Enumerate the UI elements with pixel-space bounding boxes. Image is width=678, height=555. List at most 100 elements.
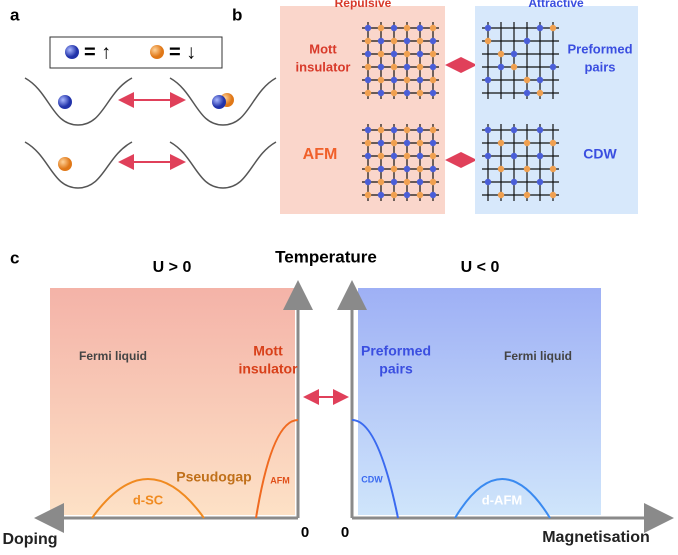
site xyxy=(537,77,543,83)
legend-entry: = ↓ xyxy=(169,41,196,63)
site xyxy=(511,51,517,57)
site xyxy=(404,25,410,31)
site xyxy=(417,51,423,57)
site xyxy=(498,64,504,70)
site xyxy=(537,25,543,31)
origin: 0 xyxy=(341,524,349,541)
site xyxy=(391,153,397,159)
site xyxy=(498,140,504,146)
site xyxy=(550,140,556,146)
site xyxy=(430,179,436,185)
site xyxy=(430,127,436,133)
site xyxy=(365,127,371,133)
site xyxy=(378,77,384,83)
site xyxy=(404,77,410,83)
site xyxy=(485,25,491,31)
site xyxy=(378,51,384,57)
site xyxy=(391,166,397,172)
site xyxy=(404,127,410,133)
site xyxy=(404,192,410,198)
site xyxy=(430,166,436,172)
site xyxy=(417,140,423,146)
site xyxy=(417,90,423,96)
magnetisation-label: Magnetisation xyxy=(542,529,650,546)
mott-label: insulator xyxy=(238,361,298,377)
site xyxy=(430,140,436,146)
site xyxy=(417,64,423,70)
ball xyxy=(58,95,72,109)
site xyxy=(511,127,517,133)
panel-label: c xyxy=(10,248,19,267)
figure: a = ↑ = ↓ b Repulsive Attractive Mott in… xyxy=(0,0,678,555)
site xyxy=(417,77,423,83)
site xyxy=(404,51,410,57)
site xyxy=(378,192,384,198)
site xyxy=(430,25,436,31)
site xyxy=(391,179,397,185)
afm-label: AFM xyxy=(303,146,338,163)
site xyxy=(391,25,397,31)
site xyxy=(430,90,436,96)
site xyxy=(404,90,410,96)
site xyxy=(391,192,397,198)
site xyxy=(550,166,556,172)
site xyxy=(417,38,423,44)
site xyxy=(537,153,543,159)
u-positive: U > 0 xyxy=(153,259,192,276)
dafm-label: d-AFM xyxy=(482,492,522,507)
mott-label: insulator xyxy=(296,59,351,74)
pairs-label: pairs xyxy=(379,361,413,377)
site xyxy=(365,51,371,57)
temperature-label: Temperature xyxy=(275,247,377,266)
site xyxy=(378,64,384,70)
site xyxy=(550,64,556,70)
site xyxy=(511,153,517,159)
site xyxy=(404,153,410,159)
site xyxy=(430,77,436,83)
site xyxy=(404,179,410,185)
site xyxy=(417,153,423,159)
site xyxy=(511,179,517,185)
site xyxy=(378,25,384,31)
site xyxy=(485,77,491,83)
fermi-liquid: Fermi liquid xyxy=(504,349,572,363)
site xyxy=(365,25,371,31)
site xyxy=(417,179,423,185)
afm-label: AFM xyxy=(270,475,290,485)
site xyxy=(485,127,491,133)
site xyxy=(537,90,543,96)
site xyxy=(537,179,543,185)
site xyxy=(430,38,436,44)
site xyxy=(365,192,371,198)
site xyxy=(365,179,371,185)
repulsive-title: Repulsive xyxy=(335,0,392,10)
site xyxy=(391,64,397,70)
site xyxy=(524,192,530,198)
site xyxy=(378,153,384,159)
site xyxy=(378,179,384,185)
cdw-label: CDW xyxy=(361,474,383,484)
site xyxy=(391,77,397,83)
site xyxy=(365,64,371,70)
site xyxy=(524,140,530,146)
site xyxy=(498,51,504,57)
pseudogap-label: Pseudogap xyxy=(176,469,251,485)
site xyxy=(537,127,543,133)
site xyxy=(365,38,371,44)
site xyxy=(430,192,436,198)
mott-label: Mott xyxy=(309,41,337,56)
spin-down-ball xyxy=(150,45,164,59)
site xyxy=(430,51,436,57)
u-negative: U < 0 xyxy=(461,259,500,276)
pairs-label: Preformed xyxy=(567,41,632,56)
site xyxy=(498,166,504,172)
cdw-label: CDW xyxy=(583,146,617,162)
site xyxy=(404,140,410,146)
origin: 0 xyxy=(301,524,309,541)
site xyxy=(378,127,384,133)
site xyxy=(391,51,397,57)
ball xyxy=(58,157,72,171)
site xyxy=(365,140,371,146)
site xyxy=(391,38,397,44)
pairs-label: Preformed xyxy=(361,343,431,359)
